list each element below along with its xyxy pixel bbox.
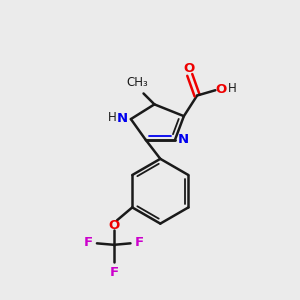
Text: O: O bbox=[215, 82, 226, 95]
Text: F: F bbox=[83, 236, 93, 249]
Text: H: H bbox=[108, 111, 117, 124]
Text: N: N bbox=[117, 112, 128, 125]
Text: O: O bbox=[108, 219, 120, 232]
Text: O: O bbox=[184, 61, 195, 75]
Text: N: N bbox=[178, 133, 189, 146]
Text: F: F bbox=[135, 236, 144, 249]
Text: CH₃: CH₃ bbox=[126, 76, 148, 89]
Text: F: F bbox=[110, 266, 118, 279]
Text: H: H bbox=[228, 82, 236, 95]
